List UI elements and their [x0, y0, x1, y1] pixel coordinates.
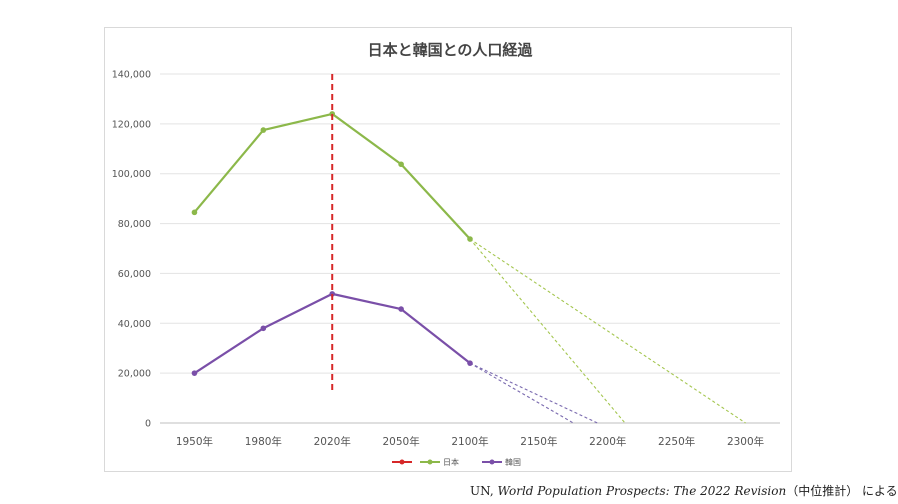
- data-point: [191, 209, 198, 216]
- chart-frame: 日本と韓国との人口経過 0 20,000 40,000 60,000 80,000 100,…: [104, 27, 792, 472]
- y-tick-label: 20,000: [118, 369, 151, 380]
- x-tick-label: 2150年: [520, 435, 557, 448]
- legend-marker: [427, 459, 433, 465]
- y-tick-label: 120,000: [112, 119, 151, 130]
- source-prefix: UN,: [470, 484, 498, 498]
- projection-line: [469, 362, 574, 424]
- data-point: [398, 306, 404, 312]
- source-title: World Population Prospects: The 2022 Rev…: [497, 484, 787, 498]
- y-tick-label: 140,000: [112, 70, 151, 81]
- legend-marker: [399, 459, 405, 465]
- x-tick-label: 1980年: [245, 435, 282, 448]
- data-point: [260, 127, 267, 133]
- data-point: [260, 325, 267, 332]
- y-tick-label: 60,000: [118, 269, 151, 280]
- x-tick-label: 1950年: [176, 435, 213, 448]
- data-point: [398, 161, 404, 168]
- legend-label: 日本: [443, 457, 459, 467]
- projection-line: [469, 238, 626, 424]
- chart: 日本と韓国との人口経過 0 20,000 40,000 60,000 80,000 100,…: [112, 41, 780, 467]
- projection-line: [469, 362, 598, 424]
- data-point: [329, 291, 336, 297]
- y-tick-label: 80,000: [118, 219, 151, 230]
- data-point: [467, 236, 473, 242]
- data-point: [329, 111, 336, 117]
- chart-title: 日本と韓国との人口経過: [368, 41, 534, 59]
- projection-line: [469, 238, 746, 424]
- x-tick-label: 2100年: [451, 435, 488, 448]
- legend-marker: [489, 459, 495, 465]
- legend-label: 韓国: [505, 457, 521, 467]
- x-tick-label: 2300年: [727, 435, 764, 448]
- x-tick-label: 2020年: [314, 435, 351, 448]
- data-point: [467, 360, 473, 366]
- x-tick-label: 2050年: [382, 435, 419, 448]
- source-suffix: （中位推計） による: [786, 484, 898, 498]
- source-note: UN, World Population Prospects: The 2022…: [470, 482, 898, 499]
- y-tick-label: 0: [145, 419, 151, 430]
- y-tick-label: 40,000: [118, 319, 151, 330]
- data-point: [191, 370, 198, 376]
- x-tick-label: 2250年: [658, 435, 695, 448]
- y-tick-label: 100,000: [112, 169, 151, 180]
- x-tick-label: 2200年: [589, 435, 626, 448]
